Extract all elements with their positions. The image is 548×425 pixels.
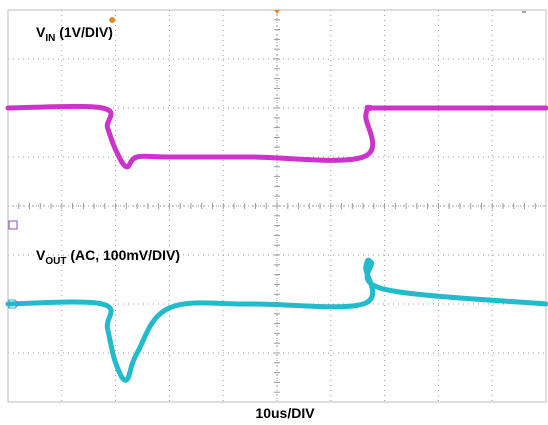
graticule bbox=[7, 9, 547, 403]
vout-label-suffix: (AC, 100mV/DIV) bbox=[66, 247, 180, 263]
trigger-center-icon bbox=[274, 10, 280, 14]
trigger-position-icon bbox=[109, 17, 116, 23]
vout-label: VOUT (AC, 100mV/DIV) bbox=[36, 247, 180, 267]
vin-label-suffix: (1V/DIV) bbox=[55, 24, 113, 40]
channel-markers bbox=[8, 10, 526, 309]
vout-label-sub: OUT bbox=[45, 256, 66, 267]
vin-label-sub: IN bbox=[45, 33, 55, 44]
channel-2-marker-icon bbox=[8, 299, 20, 309]
traces bbox=[5, 103, 548, 383]
vin-label: VIN (1V/DIV) bbox=[36, 24, 113, 44]
x-axis-label: 10us/DIV bbox=[255, 405, 315, 421]
reference-marker-icon bbox=[8, 220, 18, 230]
